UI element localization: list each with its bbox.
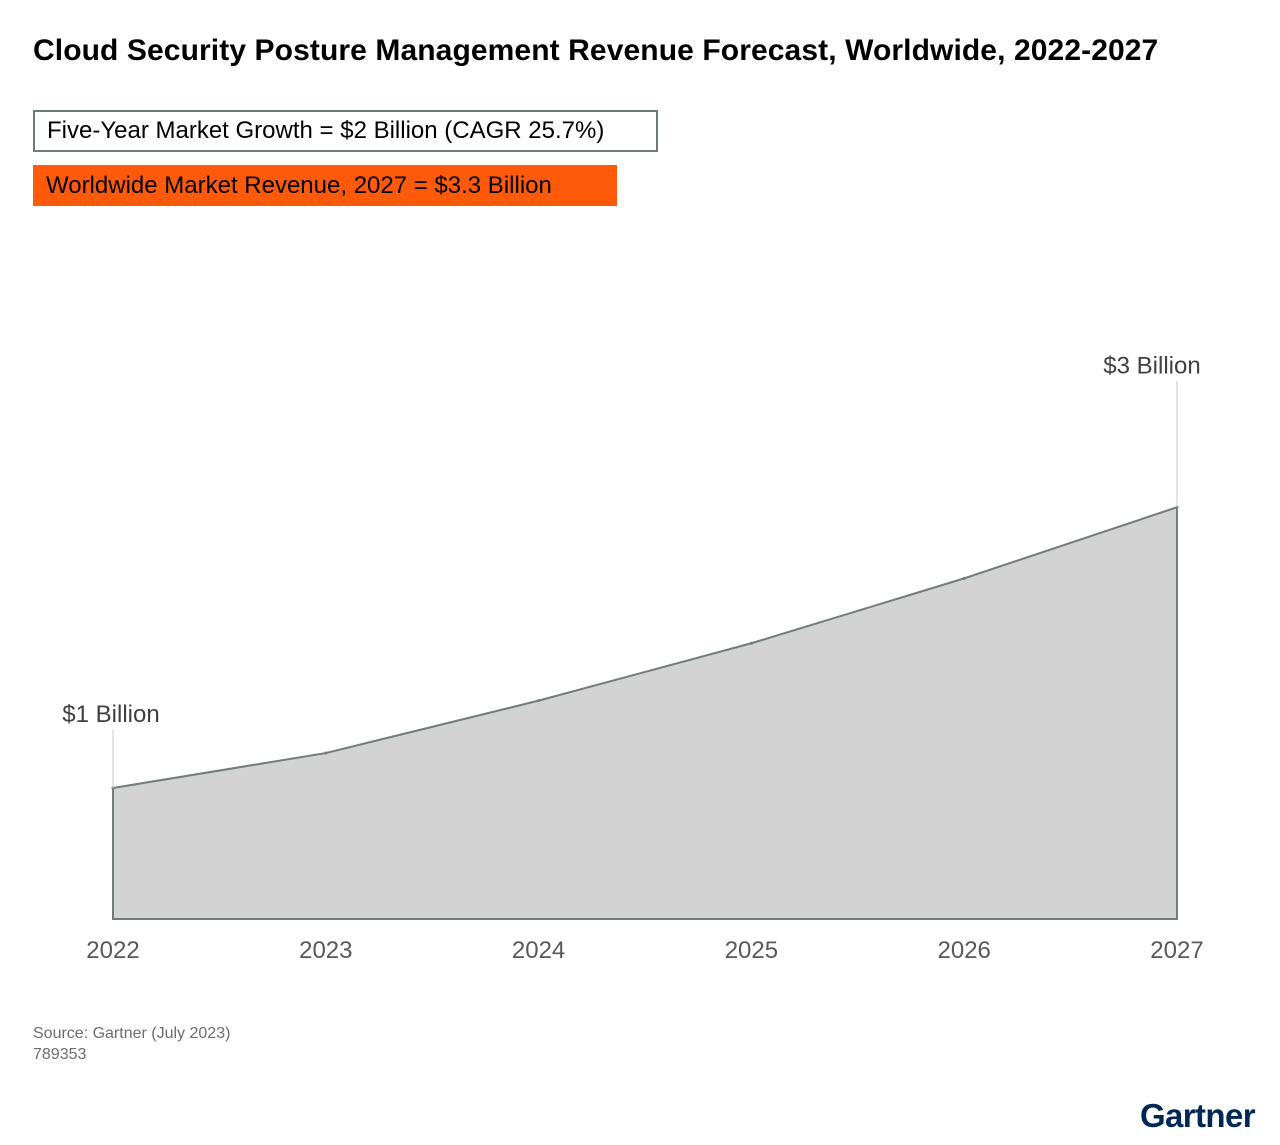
- annotation-label-2022: $1 Billion: [62, 701, 159, 728]
- x-tick-label-2023: 2023: [299, 937, 352, 964]
- x-tick-label-2027: 2027: [1150, 937, 1203, 964]
- x-tick-label-2026: 2026: [938, 937, 991, 964]
- market-revenue-callout: Worldwide Market Revenue, 2027 = $3.3 Bi…: [33, 165, 617, 206]
- data-point-2023: [324, 751, 328, 755]
- source-note: Source: Gartner (July 2023) 789353: [33, 1023, 230, 1065]
- area-fill: [113, 507, 1177, 919]
- source-text: Source: Gartner (July 2023): [33, 1025, 231, 1042]
- chart-id: 789353: [33, 1046, 87, 1063]
- x-tick-label-2025: 2025: [725, 937, 778, 964]
- gartner-logo: Gartner: [1139, 1097, 1256, 1134]
- data-point-2026: [962, 576, 966, 580]
- x-tick-label-2022: 2022: [86, 937, 139, 964]
- chart-title: Cloud Security Posture Management Revenu…: [33, 34, 1159, 67]
- annotation-label-2027: $3 Billion: [1103, 352, 1200, 379]
- x-tick-label-2024: 2024: [512, 937, 565, 964]
- data-point-2025: [749, 641, 753, 645]
- five-year-growth-callout: Five-Year Market Growth = $2 Billion (CA…: [33, 110, 658, 152]
- revenue-area-chart: 2022 2023 2024 2025 2026 2027 $1 Billion $3 Bil…: [62, 352, 1203, 964]
- data-point-2024: [537, 699, 541, 703]
